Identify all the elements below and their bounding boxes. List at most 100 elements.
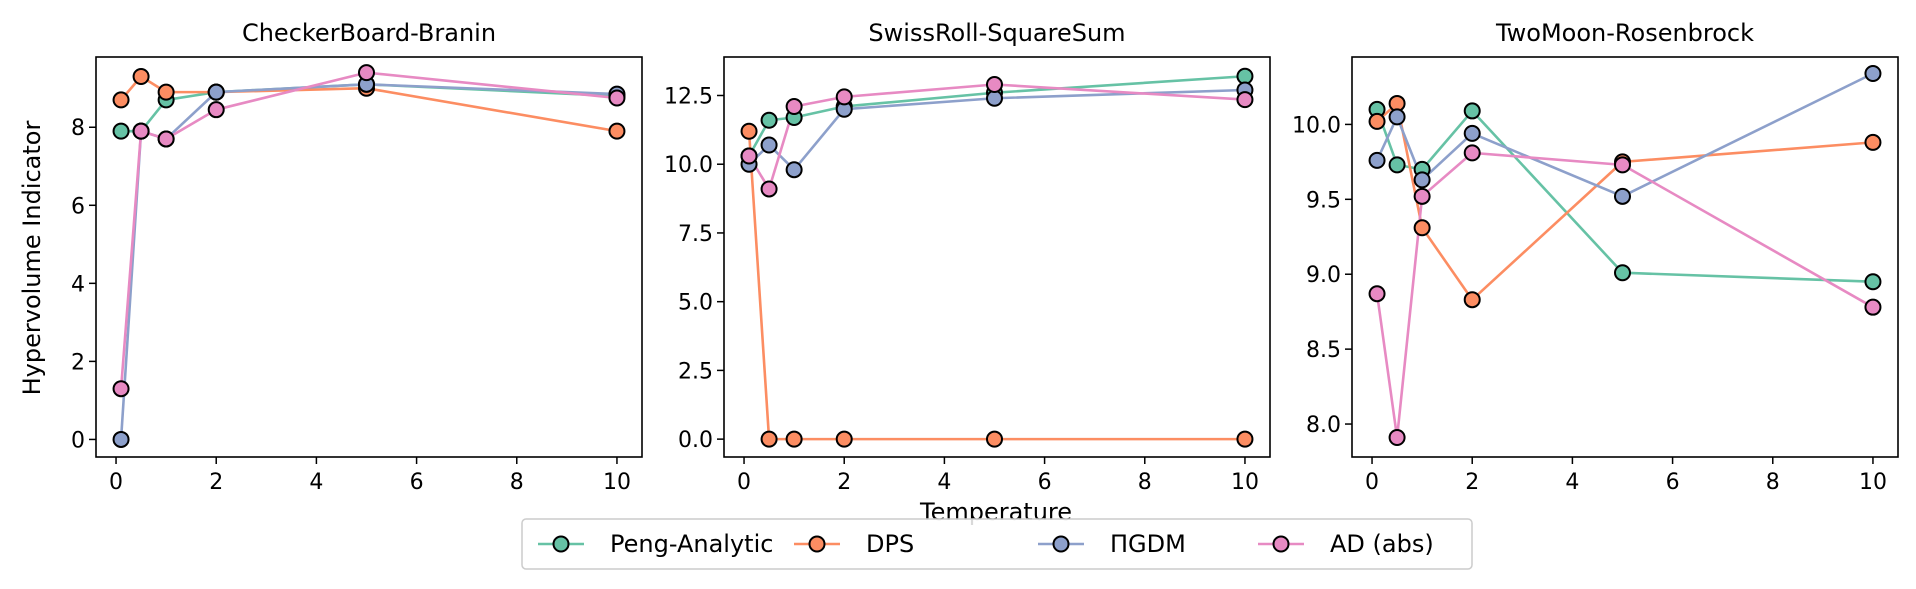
legend-entry: DPS xyxy=(794,530,914,558)
legend-entry: AD (abs) xyxy=(1258,530,1434,558)
data-point xyxy=(1413,171,1431,189)
panel-title: CheckerBoard-Branin xyxy=(242,19,496,47)
y-tick-label: 10.0 xyxy=(1292,113,1341,138)
data-point xyxy=(207,83,225,101)
data-point xyxy=(112,91,130,109)
data-point xyxy=(157,130,175,148)
data-point xyxy=(207,101,225,119)
data-point xyxy=(1463,144,1481,162)
legend-label: Peng-Analytic xyxy=(610,530,773,558)
legend-marker xyxy=(1052,535,1070,553)
y-tick-label: 7.5 xyxy=(678,222,713,247)
x-tick-label: 0 xyxy=(1365,470,1379,495)
y-tick-label: 2.5 xyxy=(678,359,713,384)
series-line xyxy=(1375,108,1873,284)
data-point xyxy=(1613,187,1631,205)
data-point xyxy=(1413,219,1431,237)
data-point xyxy=(1236,91,1254,109)
data-point xyxy=(608,122,626,140)
y-tick-label: 12.5 xyxy=(664,84,713,109)
x-tick-label: 6 xyxy=(1038,470,1052,495)
x-tick-label: 0 xyxy=(737,470,751,495)
data-point xyxy=(1864,298,1882,316)
data-point xyxy=(985,75,1003,93)
panel-1: CheckerBoard-Branin 0 2 4 6 8 10 0 2 4 6 8 xyxy=(71,19,643,495)
panel-title: TwoMoon-Rosenbrock xyxy=(1495,19,1754,47)
x-tick-label: 10 xyxy=(1859,470,1887,495)
data-point xyxy=(835,88,853,106)
data-point xyxy=(985,430,1003,448)
y-axis-title: Hypervolume Indicator xyxy=(18,121,46,396)
data-point xyxy=(1236,430,1254,448)
x-tick-label: 2 xyxy=(1465,470,1479,495)
data-point xyxy=(112,122,130,140)
data-point xyxy=(1463,102,1481,120)
y-tick-label: 8.5 xyxy=(1306,338,1341,363)
data-point xyxy=(760,111,778,129)
panel-3: TwoMoon-Rosenbrock 0 2 4 6 8 10 8.0 8.5 9.0 9.5 10.… xyxy=(1292,19,1899,495)
legend-entries: Peng-Analytic DPS ΠGDM AD (abs) xyxy=(538,530,1434,558)
data-point xyxy=(740,122,758,140)
plot-frame xyxy=(95,56,643,458)
series-line xyxy=(1375,151,1874,439)
series-line xyxy=(747,131,1245,441)
data-point xyxy=(112,430,130,448)
data-point xyxy=(1388,108,1406,126)
y-tick-label: 9.5 xyxy=(1306,188,1341,213)
legend-marker xyxy=(552,535,570,553)
y-tick-label: 10.0 xyxy=(664,153,713,178)
data-point xyxy=(760,136,778,154)
data-point xyxy=(785,430,803,448)
panel-2: SwissRoll-SquareSum 0 2 4 6 8 10 0.0 2.5 5.0 7.5 10… xyxy=(664,19,1271,495)
y-tick-label: 6 xyxy=(71,194,85,219)
x-tick-label: 6 xyxy=(1666,470,1680,495)
y-tick-label: 2 xyxy=(71,350,85,375)
plot-frame xyxy=(723,56,1271,458)
y-tick-label: 9.0 xyxy=(1306,263,1341,288)
data-point xyxy=(1864,133,1882,151)
data-point xyxy=(357,64,375,82)
data-point xyxy=(760,430,778,448)
y-tick-label: 5.0 xyxy=(678,291,713,316)
data-point xyxy=(760,180,778,198)
y-tick-label: 8.0 xyxy=(1306,413,1341,438)
data-point xyxy=(785,97,803,115)
x-tick-label: 8 xyxy=(1138,470,1152,495)
legend-entry: ΠGDM xyxy=(1038,530,1186,558)
x-tick-label: 4 xyxy=(309,470,323,495)
x-tick-label: 2 xyxy=(837,470,851,495)
legend-entry: Peng-Analytic xyxy=(538,530,773,558)
legend-marker xyxy=(1272,535,1290,553)
data-point xyxy=(1864,64,1882,82)
x-tick-label: 4 xyxy=(937,470,951,495)
x-tick-label: 8 xyxy=(1766,470,1780,495)
series-line xyxy=(119,83,618,440)
data-point xyxy=(1368,151,1386,169)
panel-title: SwissRoll-SquareSum xyxy=(868,19,1125,47)
legend-marker xyxy=(808,535,826,553)
legend-label: ΠGDM xyxy=(1110,530,1186,558)
x-tick-label: 8 xyxy=(510,470,524,495)
x-tick-label: 6 xyxy=(410,470,424,495)
x-tick-label: 4 xyxy=(1565,470,1579,495)
x-tick-label: 10 xyxy=(603,470,631,495)
data-point xyxy=(157,83,175,101)
y-tick-label: 4 xyxy=(71,272,85,297)
data-point xyxy=(835,430,853,448)
data-point xyxy=(1463,124,1481,142)
data-point xyxy=(1368,285,1386,303)
legend: Peng-Analytic DPS ΠGDM AD (abs) xyxy=(521,518,1473,570)
data-point xyxy=(1864,273,1882,291)
legend-frame xyxy=(521,518,1473,570)
data-point xyxy=(1613,156,1631,174)
plot-frame xyxy=(1351,56,1899,458)
data-point xyxy=(132,122,150,140)
x-tick-label: 0 xyxy=(109,470,123,495)
x-tick-label: 10 xyxy=(1231,470,1259,495)
y-tick-label: 0 xyxy=(71,428,85,453)
series-line xyxy=(119,71,618,389)
data-point xyxy=(608,89,626,107)
legend-label: DPS xyxy=(866,530,914,558)
y-tick-label: 0.0 xyxy=(678,428,713,453)
